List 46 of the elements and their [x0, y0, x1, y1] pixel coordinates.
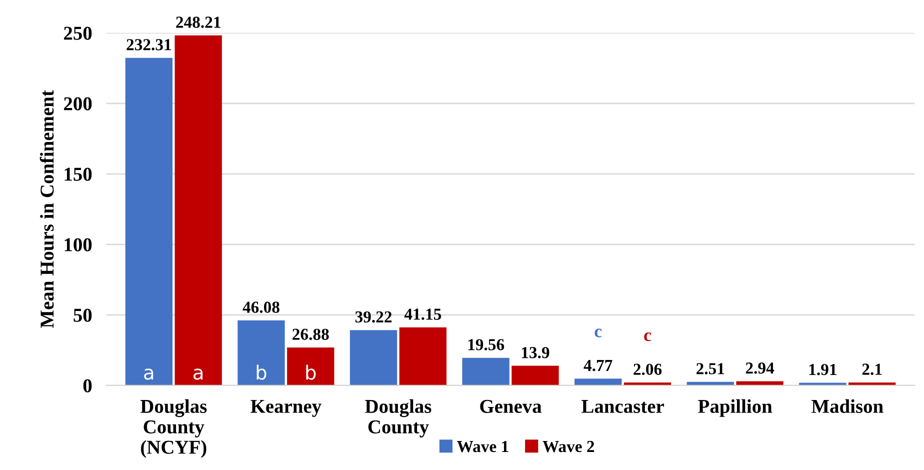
x-tick-label: Douglas County (NCYF) [140, 399, 207, 458]
data-label: 4.77 [584, 360, 612, 372]
data-label: 2.1 [862, 364, 882, 375]
y-tick-label: 250 [64, 26, 92, 40]
annotation: b [306, 364, 316, 380]
legend-label: Wave 1 [457, 440, 508, 452]
x-tick-label: Lancaster [582, 400, 664, 413]
bar [350, 330, 398, 386]
annotation: c [644, 332, 652, 342]
data-label: 19.56 [468, 339, 504, 350]
x-tick-label: Madison [812, 399, 884, 413]
data-label: 232.31 [126, 39, 171, 50]
y-axis-title: Mean Hours in Confinement [40, 90, 54, 328]
data-label: 13.9 [522, 347, 550, 358]
data-label: 248.21 [176, 16, 220, 28]
data-label: 46.08 [242, 302, 280, 313]
annotation: c [594, 328, 602, 338]
data-label: 2.06 [634, 364, 662, 376]
x-tick-label: Kearney [250, 400, 322, 417]
bar [238, 320, 285, 386]
data-label: 2.94 [746, 362, 774, 374]
bar [399, 327, 447, 386]
bar [574, 378, 622, 386]
y-tick-label: 50 [74, 308, 92, 322]
y-tick-label: 100 [64, 238, 92, 252]
bar [799, 382, 846, 386]
y-tick-label: 0 [83, 379, 92, 392]
annotation: b [256, 364, 266, 380]
y-tick-label: 200 [64, 97, 92, 110]
data-label: 2.51 [696, 363, 724, 374]
legend-label: Wave 2 [542, 440, 594, 452]
data-label: 1.91 [809, 364, 836, 376]
data-label: 39.22 [355, 311, 392, 323]
bar [512, 366, 559, 386]
annotation: a [144, 368, 154, 380]
bar [462, 358, 510, 386]
data-label: 26.88 [292, 328, 329, 340]
y-tick-label: 150 [64, 168, 92, 181]
bar [287, 348, 334, 386]
bar [174, 35, 222, 386]
bar [125, 58, 173, 386]
annotation: a [194, 368, 203, 380]
data-label: 41.15 [404, 308, 442, 320]
x-tick-label: Papillion [698, 399, 772, 417]
x-tick-label: Douglas County [365, 399, 432, 438]
x-tick-label: Geneva [480, 400, 542, 413]
